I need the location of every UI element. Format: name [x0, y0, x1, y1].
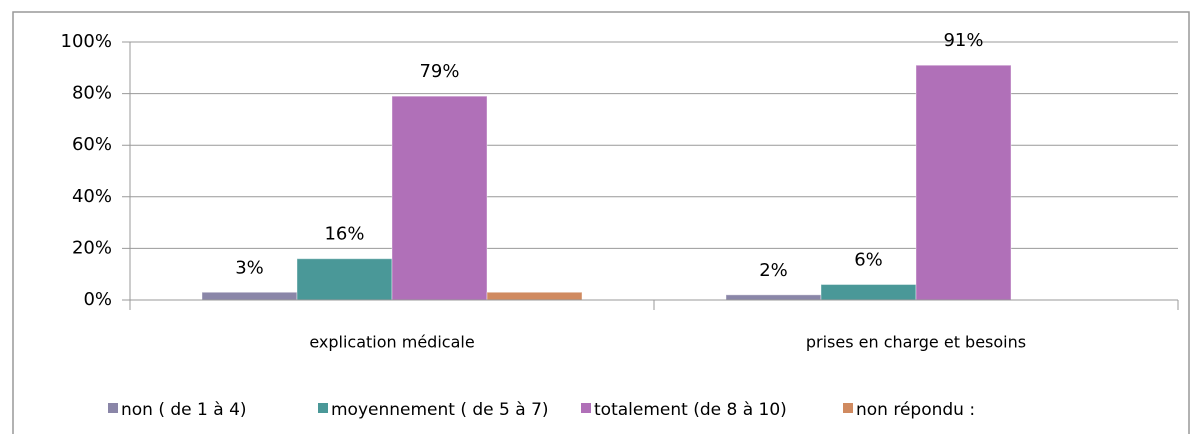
- legend-swatch: [581, 403, 591, 413]
- legend-label: moyennement ( de 5 à 7): [331, 400, 549, 420]
- legend-label: totalement (de 8 à 10): [594, 400, 787, 420]
- data-label: 79%: [419, 61, 459, 82]
- bar: [391, 95, 488, 301]
- x-tick-label: explication médicale: [309, 333, 474, 352]
- bar: [296, 258, 393, 301]
- bar: [201, 291, 298, 301]
- y-tick-label: 20%: [72, 237, 112, 258]
- data-label: 6%: [854, 250, 883, 271]
- bar: [725, 294, 822, 301]
- legend-swatch: [843, 403, 853, 413]
- chart-border: [12, 11, 1190, 434]
- legend-swatch: [108, 403, 118, 413]
- y-tick-label: 40%: [72, 186, 112, 207]
- bar: [486, 291, 583, 301]
- legend-swatch: [318, 403, 328, 413]
- bar: [820, 284, 917, 301]
- data-label: 16%: [324, 224, 364, 245]
- x-tick-label: prises en charge et besoins: [806, 333, 1026, 352]
- y-tick-label: 100%: [61, 31, 112, 52]
- data-label: 3%: [235, 257, 264, 278]
- legend-label: non ( de 1 à 4): [121, 400, 247, 420]
- data-label: 91%: [943, 30, 983, 51]
- legend-label: non répondu :: [856, 400, 975, 420]
- y-tick-label: 60%: [72, 134, 112, 155]
- y-tick-label: 80%: [72, 83, 112, 104]
- data-label: 2%: [759, 260, 788, 281]
- y-tick-label: 0%: [83, 289, 112, 310]
- bar: [915, 64, 1012, 301]
